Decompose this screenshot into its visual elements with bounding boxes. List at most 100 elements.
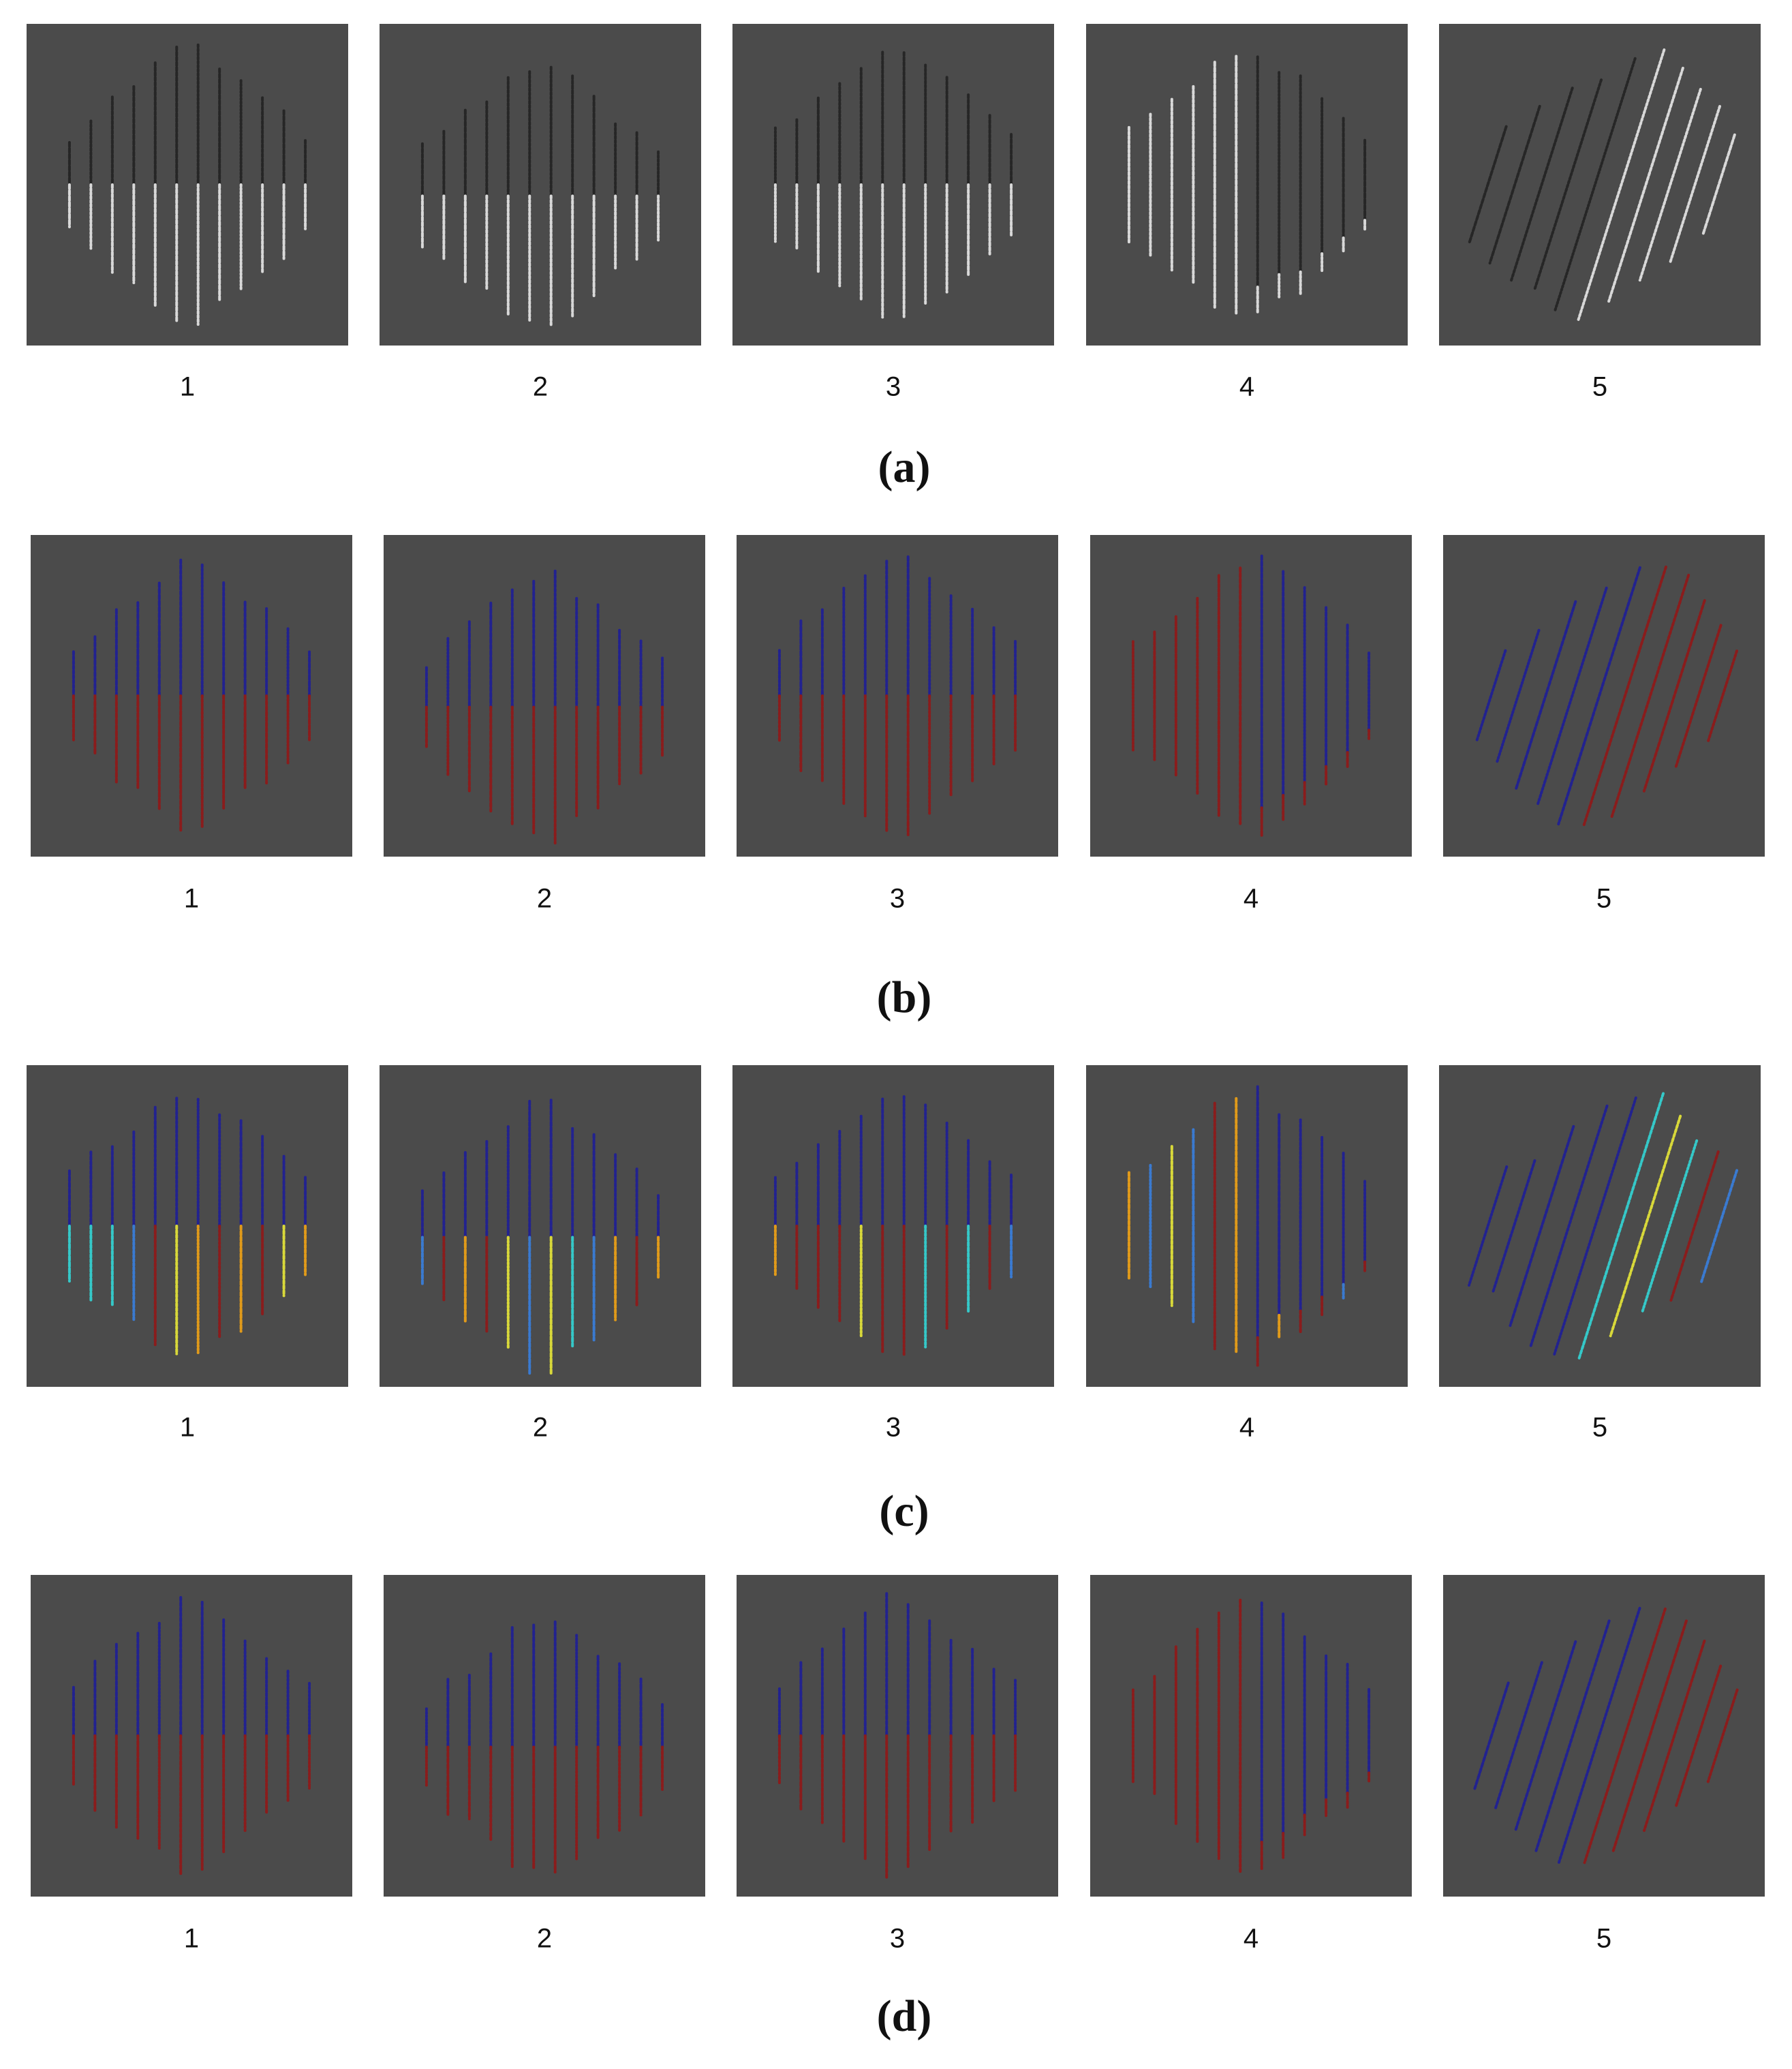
point-streak [1475,649,1507,743]
panel-background [1090,535,1412,857]
panel-background [1086,24,1408,346]
panel [1090,535,1412,857]
subfigure-caption: (d) [877,1991,932,2041]
panel-background [1439,24,1761,346]
panel-number: 3 [886,372,901,402]
panel-number: 2 [537,884,552,914]
point-streak [1496,628,1541,763]
panel [380,24,701,346]
point-streak [1509,87,1574,283]
point-streak [1553,1096,1637,1356]
point-streak [1468,125,1508,245]
panel [1439,24,1761,346]
point-streak [1674,624,1723,768]
point-streak [1700,1169,1739,1283]
point-streak [1641,1139,1699,1313]
subfigure-caption: (b) [877,972,932,1022]
panel-background [732,24,1054,346]
point-streak [1582,565,1667,827]
panel-number: 4 [1239,372,1254,402]
point-streak [1536,586,1608,806]
point-streak [1577,48,1666,321]
point-streak [1473,1681,1510,1790]
panel-number: 3 [890,1924,905,1954]
point-streak [1609,1114,1682,1338]
panel [31,1575,352,1897]
panel [1086,24,1408,346]
point-streak [1514,600,1577,792]
point-streak [1642,599,1706,793]
panel-number: 1 [184,884,199,914]
point-streak [1669,1150,1720,1302]
panel-background [384,535,705,857]
panel-background [1090,1575,1412,1897]
panel [384,1575,705,1897]
panel-number: 5 [1592,372,1607,402]
panel-number: 4 [1243,1924,1258,1954]
point-streak [1611,1619,1688,1852]
point-streak [1494,1661,1543,1811]
panel-number: 1 [184,1924,199,1954]
panel-number: 2 [533,1413,548,1443]
panel-number: 4 [1243,884,1258,914]
panel [27,24,348,346]
point-streak [1610,573,1690,818]
point-streak [1533,78,1603,291]
point-streak [1706,1688,1739,1783]
panel [1439,1065,1761,1387]
panel [1090,1575,1412,1897]
panel [732,24,1054,346]
point-streak [1509,1124,1575,1328]
panel-number: 5 [1596,1924,1611,1954]
point-streak [1534,1619,1611,1852]
panel-background [31,1575,352,1897]
point-streak [1529,1104,1609,1348]
point-streak [1492,1159,1536,1293]
panel [384,535,705,857]
panel-background [27,24,348,346]
panel-background [380,1065,701,1387]
point-streak [1707,649,1739,742]
point-streak [1607,66,1684,303]
point-streak [1557,566,1641,826]
point-streak [1514,1640,1577,1832]
panel-number: 3 [886,1413,901,1443]
panel [732,1065,1054,1387]
panel-number: 1 [180,372,195,402]
point-streak [1638,87,1702,282]
panel-number: 5 [1596,884,1611,914]
panel-background [737,1575,1058,1897]
panel-background [732,1065,1054,1387]
panel [31,535,352,857]
point-streak [1668,105,1722,264]
panel [737,535,1058,857]
point-streak [1488,104,1541,265]
panel-number: 1 [180,1413,195,1443]
panel-number: 4 [1239,1413,1254,1443]
point-streak [1675,1664,1723,1807]
panel-background [1443,535,1765,857]
panel [1443,535,1765,857]
point-streak [1577,1092,1665,1360]
point-streak [1701,133,1736,236]
panel-number: 5 [1592,1413,1607,1443]
panel [380,1065,701,1387]
panel-background [1443,1575,1765,1897]
panel-background [1439,1065,1761,1387]
subfigure-caption: (c) [879,1486,929,1536]
panel-background [380,24,701,346]
panel [27,1065,348,1387]
point-streak [1557,1606,1641,1865]
panel-number: 2 [537,1924,552,1954]
panel-background [31,535,352,857]
panel [1086,1065,1408,1387]
subfigure-caption: (a) [878,442,931,492]
panel-number: 2 [533,372,548,402]
panel-number: 3 [890,884,905,914]
panel [737,1575,1058,1897]
point-streak [1554,57,1637,313]
panel [1443,1575,1765,1897]
point-streak [1643,1639,1706,1833]
